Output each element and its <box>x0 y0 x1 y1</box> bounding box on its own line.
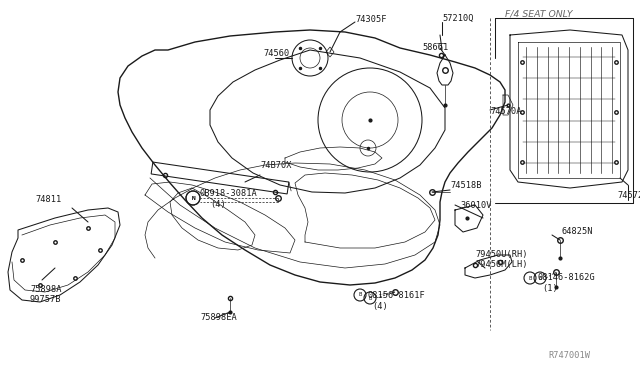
Text: 99757B: 99757B <box>30 295 61 305</box>
Text: 74570A: 74570A <box>490 108 522 116</box>
Text: B: B <box>538 276 541 280</box>
Text: (1): (1) <box>542 283 557 292</box>
Text: 79456M(LH): 79456M(LH) <box>475 260 527 269</box>
Text: (4): (4) <box>210 201 226 209</box>
Text: B: B <box>369 295 372 301</box>
Text: F/4 SEAT ONLY: F/4 SEAT ONLY <box>505 10 573 19</box>
Text: B: B <box>529 276 532 280</box>
Text: 74560: 74560 <box>263 48 289 58</box>
Text: (4): (4) <box>372 301 388 311</box>
Text: R747001W: R747001W <box>548 350 590 359</box>
Text: 79450U(RH): 79450U(RH) <box>475 250 527 260</box>
Text: 58661: 58661 <box>422 44 448 52</box>
Text: B: B <box>358 292 362 298</box>
Text: 0B918-3081A: 0B918-3081A <box>200 189 258 199</box>
Text: 08146-8162G: 08146-8162G <box>537 273 595 282</box>
Text: 74B70X: 74B70X <box>260 161 291 170</box>
Text: 75898A: 75898A <box>30 285 61 295</box>
Text: 74572R: 74572R <box>617 190 640 199</box>
Text: N: N <box>191 196 195 201</box>
Text: 74518B: 74518B <box>450 180 481 189</box>
Text: 74811: 74811 <box>35 196 61 205</box>
Text: 74305F: 74305F <box>355 15 387 23</box>
Text: N: N <box>191 196 195 201</box>
Text: 64825N: 64825N <box>562 228 593 237</box>
Text: 57210Q: 57210Q <box>442 13 474 22</box>
Text: 08156-8161F: 08156-8161F <box>367 291 425 299</box>
Text: 36010V: 36010V <box>460 201 492 209</box>
Text: 75898EA: 75898EA <box>200 314 237 323</box>
